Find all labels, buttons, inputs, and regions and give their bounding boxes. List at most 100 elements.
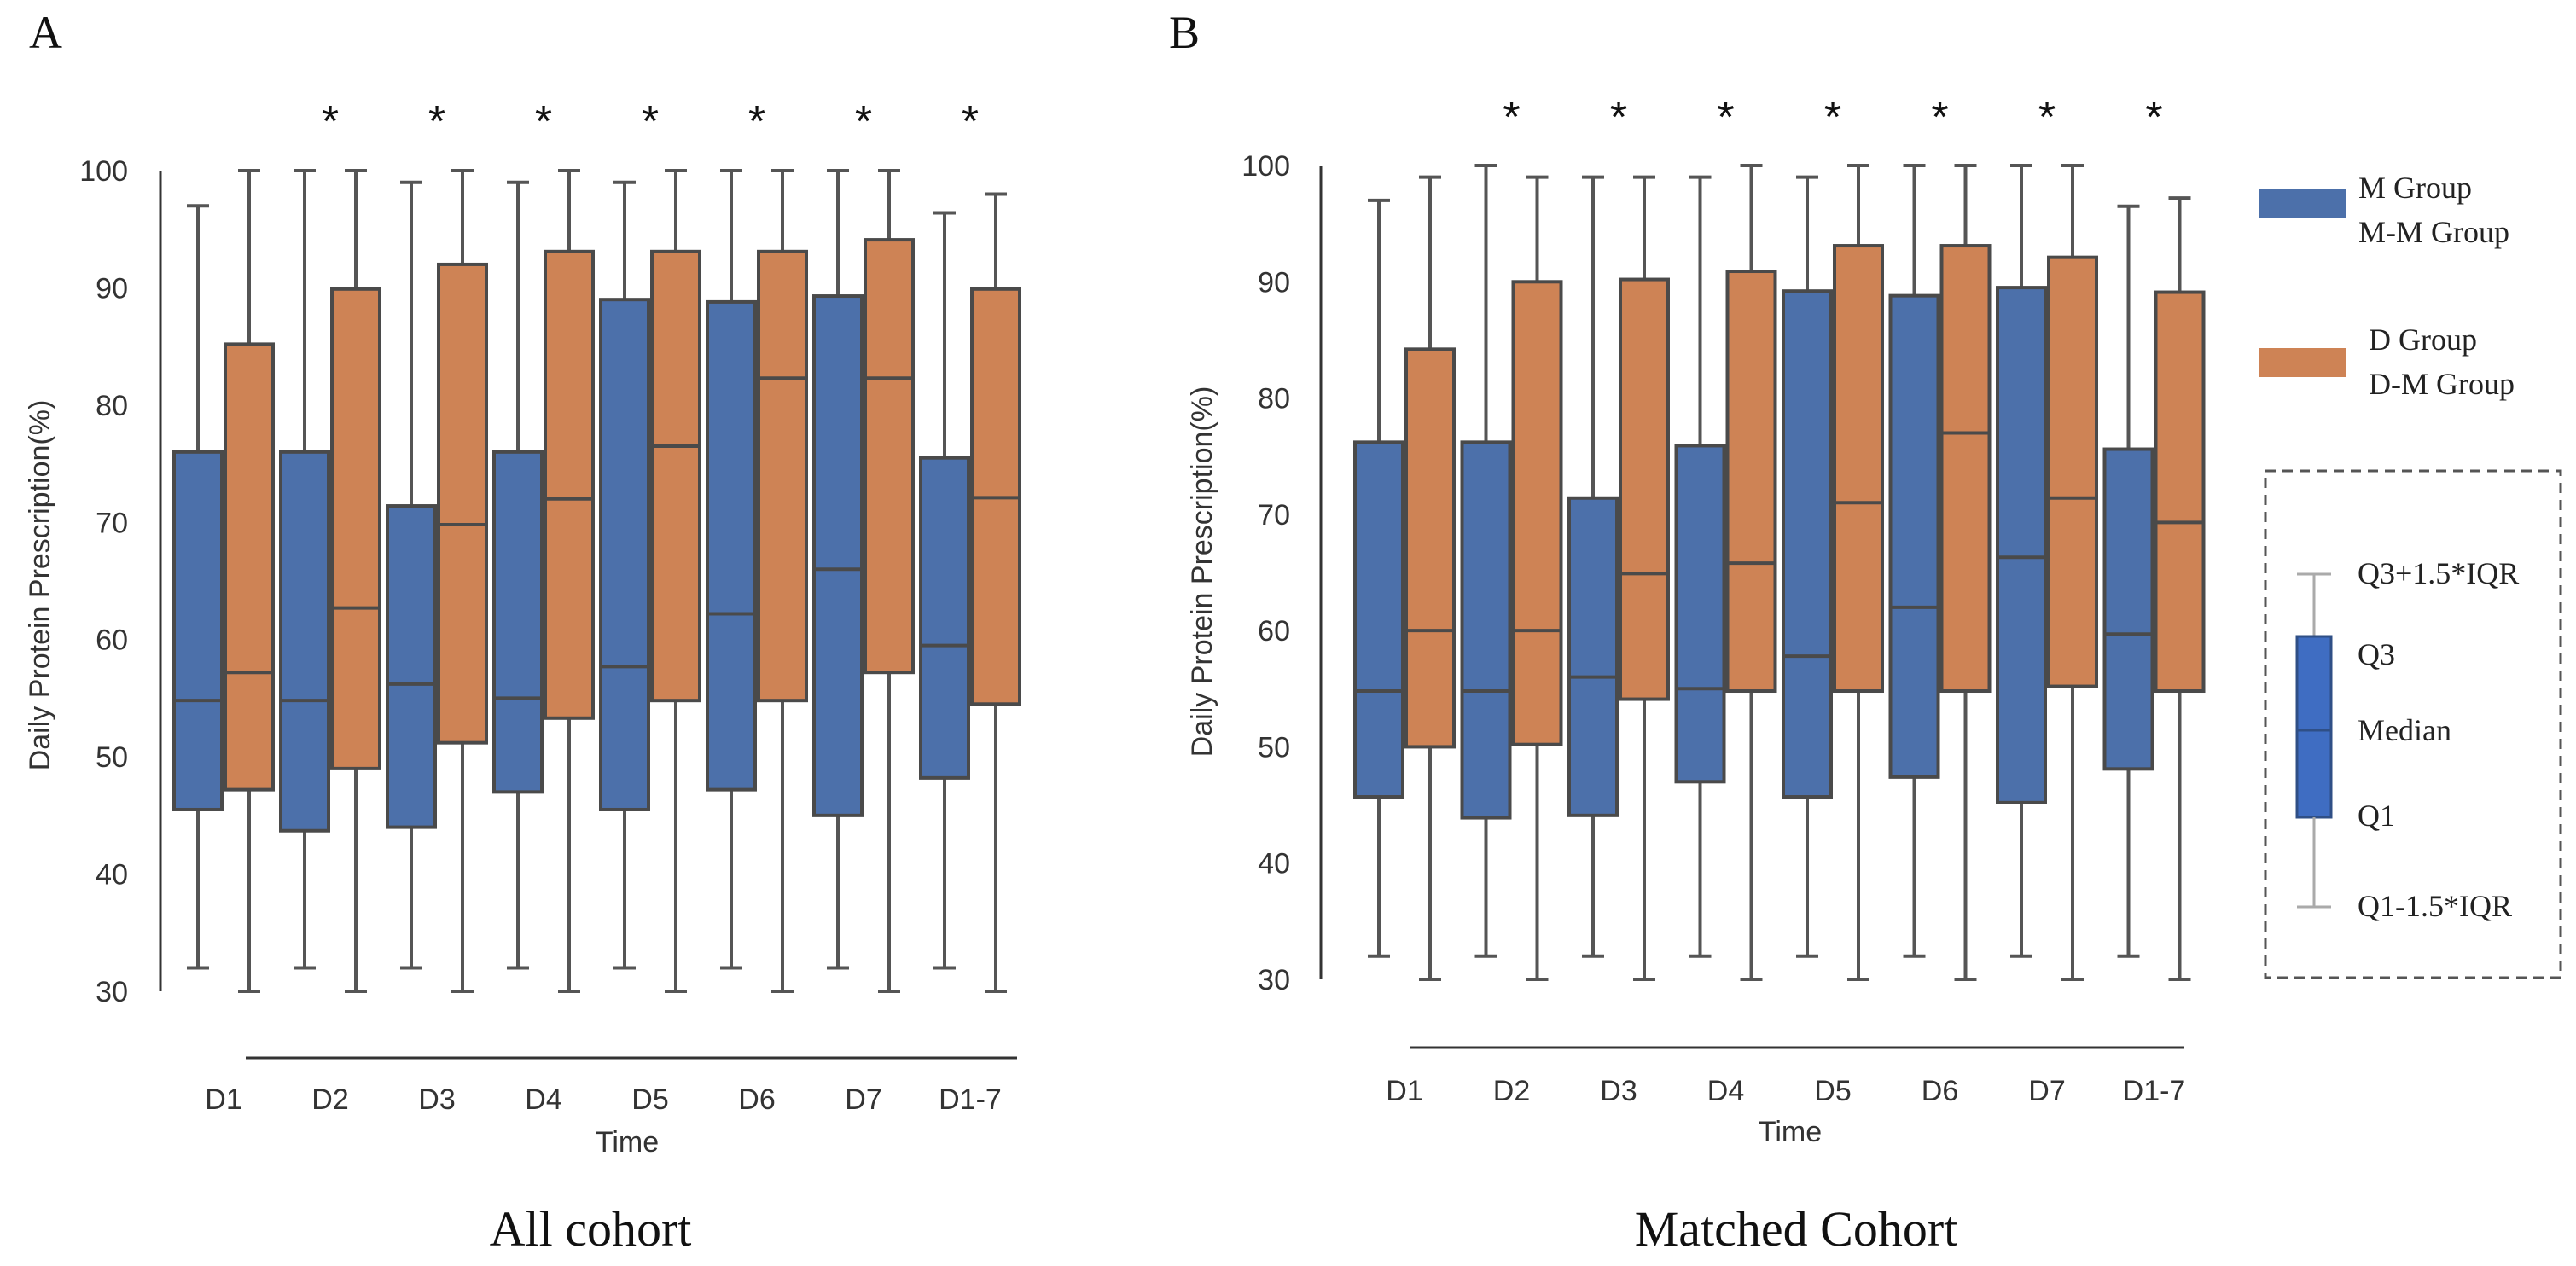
iqr-box — [706, 299, 757, 792]
panel-b-x-tick-label: D3 — [1600, 1075, 1637, 1107]
iqr-box — [279, 450, 330, 833]
panel-b-x-tick-label: D1 — [1386, 1075, 1422, 1107]
panel-a-significance-star: * — [642, 97, 659, 147]
panel-a-y-axis-label: Daily Protein Prescription(%) — [24, 400, 56, 771]
panel-b-box-d — [1939, 164, 1992, 981]
panel-b-significance-star: * — [1610, 93, 1627, 142]
panel-a-significance-star: * — [535, 97, 552, 147]
panel-a-box-d — [437, 169, 488, 993]
iqr-box — [650, 249, 701, 703]
panel-b-significance-star: * — [1717, 93, 1734, 142]
legend-key-label-median: Median — [2358, 713, 2451, 747]
panel-b-y-tick-label: 70 — [1258, 499, 1290, 531]
legend-key-boxplot — [2295, 572, 2333, 909]
panel-a-x-tick-label: D1 — [205, 1083, 241, 1116]
iqr-box — [1939, 244, 1992, 694]
panel-b-y-axis-label: Daily Protein Prescription(%) — [1186, 386, 1218, 758]
panel-b-title: Matched Cohort — [1635, 1201, 1958, 1257]
panel-b-x-tick-label: D4 — [1707, 1075, 1744, 1107]
panel-a-box-d — [224, 169, 275, 993]
legend-key-box — [2295, 635, 2333, 819]
panel-b-box-m — [1888, 164, 1940, 958]
panel-a: A 30 40 50 60 70 80 90 100 Daily Protein Prescri… — [24, 7, 1021, 1257]
panel-a-y-tick-label: 60 — [96, 624, 128, 657]
panel-b-x-axis-label: Time — [1759, 1116, 1822, 1148]
legend-key-label-whisker-low: Q1-1.5*IQR — [2358, 889, 2512, 923]
panel-b-box-d — [1619, 175, 1670, 981]
iqr-box — [2047, 255, 2098, 688]
panel-a-box-d — [650, 169, 701, 993]
panel-a-box-m — [599, 180, 650, 970]
panel-a-box-m — [492, 180, 544, 970]
panel-b-y-tick-label: 80 — [1258, 383, 1290, 415]
legend-key-label-q3: Q3 — [2358, 637, 2395, 671]
legend-d-swatch — [2259, 348, 2346, 377]
legend-d-label-1: D Group — [2369, 322, 2477, 357]
iqr-box — [2154, 290, 2206, 694]
panel-a-significance-star: * — [748, 97, 765, 147]
panel-b-y-tick-label: 60 — [1258, 615, 1290, 648]
panel-b-y-tick-label: 50 — [1258, 731, 1290, 764]
panel-b-y-tick-label: 90 — [1258, 266, 1290, 299]
panel-a-title: All cohort — [490, 1201, 692, 1257]
panel-b-plot: 30 40 50 60 70 80 90 100 Daily Protein Prescript… — [1186, 93, 2206, 1148]
iqr-box — [2102, 447, 2154, 771]
panel-a-box-m — [172, 204, 224, 970]
iqr-box — [330, 287, 381, 770]
iqr-box — [1567, 496, 1619, 817]
panel-a-letter: A — [29, 7, 62, 58]
panel-b-box-m — [1353, 198, 1404, 958]
panel-b-box-m — [2102, 204, 2154, 958]
iqr-box — [1725, 270, 1777, 694]
panel-b-box-d — [1404, 175, 1456, 981]
panel-a-x-tick-label: D7 — [845, 1083, 881, 1116]
panel-b-significance-star: * — [2145, 93, 2162, 142]
iqr-box — [172, 450, 224, 811]
iqr-box — [1619, 277, 1670, 701]
panel-a-box-m — [386, 180, 437, 970]
panel-b-box-d — [2154, 196, 2206, 981]
panel-b-box-d — [1511, 175, 1563, 981]
panel-a-box-m — [706, 169, 757, 970]
panel-a-plot: 30 40 50 60 70 80 90 100 Daily Protein Prescript… — [24, 97, 1021, 1159]
panel-a-x-tick-label: D1-7 — [939, 1083, 1002, 1116]
iqr-box — [1833, 244, 1884, 694]
panel-b-box-m — [1782, 175, 1833, 958]
panel-a-box-d — [757, 169, 808, 993]
legend-key-label-q1: Q1 — [2358, 799, 2395, 833]
panel-b-x-tick-label: D1-7 — [2123, 1075, 2186, 1107]
panel-a-significance-star: * — [322, 97, 339, 147]
panel-b-significance-star: * — [1824, 93, 1841, 142]
iqr-box — [1511, 280, 1563, 746]
legend-m-label-2: M-M Group — [2358, 215, 2509, 249]
panel-a-y-tick-label: 100 — [79, 155, 128, 188]
legend-m-swatch — [2259, 189, 2346, 218]
panel-a-box-d — [864, 169, 915, 993]
iqr-box — [386, 504, 437, 829]
legend-d-label-2: D-M Group — [2369, 367, 2515, 401]
panel-b-x-tick-label: D6 — [1922, 1075, 1958, 1107]
iqr-box — [1996, 286, 2047, 804]
panel-a-x-tick-label: D6 — [738, 1083, 775, 1116]
iqr-box — [919, 456, 970, 780]
iqr-box — [492, 450, 544, 794]
panel-a-y-tick-label: 30 — [96, 976, 128, 1008]
panel-a-y-tick-label: 40 — [96, 859, 128, 891]
panel-b-box-d — [1833, 164, 1884, 981]
panel-a-box-m — [279, 169, 330, 970]
panel-a-x-axis-label: Time — [596, 1126, 659, 1159]
panel-a-box-d — [544, 169, 595, 993]
iqr-box — [544, 249, 595, 720]
iqr-box — [812, 294, 864, 817]
iqr-box — [599, 298, 650, 811]
panel-b-significance-star: * — [1931, 93, 1948, 142]
iqr-box — [437, 262, 488, 745]
panel-b-y-tick-label: 100 — [1241, 150, 1290, 183]
panel-b-significance-star: * — [1503, 93, 1520, 142]
panel-b-box-m — [1996, 164, 2047, 958]
panel-a-y-tick-label: 90 — [96, 272, 128, 305]
panel-b-significance-star: * — [2038, 93, 2056, 142]
iqr-box — [864, 238, 915, 675]
panel-a-significance-star: * — [428, 97, 445, 147]
iqr-box — [1404, 347, 1456, 749]
